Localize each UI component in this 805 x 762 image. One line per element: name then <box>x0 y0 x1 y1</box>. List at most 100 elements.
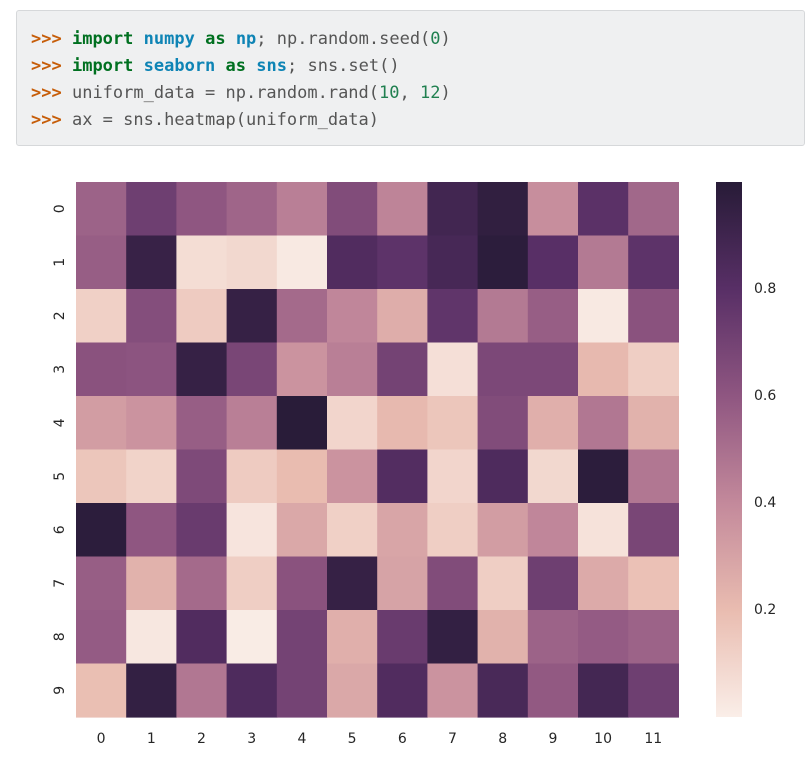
x-tick-label: 3 <box>247 731 256 747</box>
heatmap-cell <box>327 503 378 558</box>
heatmap-cell <box>628 503 679 558</box>
heatmap-cell <box>226 610 278 665</box>
heatmap-cell <box>578 289 629 344</box>
heatmap-cell <box>377 610 428 665</box>
heatmap-cell <box>126 610 177 665</box>
code-token: 10 <box>379 83 400 103</box>
heatmap-cell <box>76 610 127 665</box>
y-tick-label: 8 <box>52 632 68 641</box>
code-token: as <box>205 29 226 49</box>
heatmap-cell <box>578 449 629 504</box>
heatmap-cell <box>628 235 679 290</box>
heatmap-cell <box>276 342 328 397</box>
heatmap-cell <box>527 503 579 558</box>
code-token: ) <box>440 29 451 49</box>
heatmap-cell <box>377 342 428 397</box>
heatmap-cell <box>327 342 378 397</box>
heatmap-cell <box>176 182 228 237</box>
y-tick-label: 7 <box>52 579 68 588</box>
heatmap-cell <box>527 610 579 665</box>
heatmap-cell <box>126 289 177 344</box>
heatmap-cell <box>276 235 328 290</box>
heatmap-cell <box>176 342 228 397</box>
prompt: >>> <box>31 29 62 49</box>
heatmap-cell <box>176 663 228 718</box>
heatmap-cell <box>477 556 529 611</box>
x-tick-label: 0 <box>97 731 106 747</box>
heatmap-cell <box>226 449 278 504</box>
code-line: >>> import seaborn as sns; sns.set() <box>31 53 804 80</box>
heatmap-cell <box>126 503 177 558</box>
x-tick-label: 4 <box>297 731 306 747</box>
heatmap-cell <box>276 663 328 718</box>
heatmap-cell <box>527 182 579 237</box>
y-tick-label: 6 <box>52 525 68 534</box>
heatmap-cell <box>527 449 579 504</box>
code-token <box>246 56 256 76</box>
heatmap-cell <box>477 396 529 451</box>
heatmap-cell <box>176 396 228 451</box>
heatmap-cell <box>126 556 177 611</box>
heatmap-cell <box>76 396 127 451</box>
colorbar-tick-labels: 0.2 0.4 0.6 0.8 <box>754 281 776 618</box>
heatmap-chart: 0 1 2 3 4 5 6 7 8 9 10 11 0 1 2 3 4 5 6 7 8 9 0.2 0.4 0.6 0.8 <box>52 182 776 747</box>
heatmap-cells <box>76 182 679 718</box>
heatmap-cell <box>226 503 278 558</box>
heatmap-cell <box>377 182 428 237</box>
heatmap-cell <box>76 289 127 344</box>
code-token: numpy <box>143 29 195 49</box>
heatmap-cell <box>427 342 479 397</box>
heatmap-cell <box>226 182 278 237</box>
heatmap-cell <box>126 449 177 504</box>
prompt: >>> <box>31 110 62 130</box>
heatmap-cell <box>628 449 679 504</box>
code-token: ; np.random.seed( <box>256 29 431 49</box>
y-tick-label: 2 <box>52 311 68 320</box>
heatmap-cell <box>176 289 228 344</box>
heatmap-cell <box>76 342 127 397</box>
heatmap-cell <box>578 610 629 665</box>
heatmap-cell <box>276 182 328 237</box>
code-line: >>> ax = sns.heatmap(uniform_data) <box>31 107 804 134</box>
x-tick-label: 11 <box>644 731 662 747</box>
heatmap-cell <box>477 235 529 290</box>
code-block: >>> import numpy as np; np.random.seed(0… <box>16 10 805 146</box>
heatmap-cell <box>276 396 328 451</box>
code-token: import <box>71 56 134 76</box>
colorbar-tick-label: 0.2 <box>754 602 776 618</box>
code-token: uniform_data = np.random.rand( <box>71 83 380 103</box>
code-token: 12 <box>419 83 441 103</box>
heatmap-cell <box>427 449 479 504</box>
heatmap-cell <box>578 342 629 397</box>
colorbar-tick-label: 0.8 <box>754 281 776 297</box>
heatmap-cell <box>377 449 428 504</box>
heatmap-cell <box>377 396 428 451</box>
heatmap-cell <box>628 396 679 451</box>
heatmap-cell <box>527 556 579 611</box>
heatmap-cell <box>427 396 479 451</box>
heatmap-cell <box>477 182 529 237</box>
code-token <box>215 56 225 76</box>
heatmap-cell <box>427 556 479 611</box>
heatmap-cell <box>327 449 378 504</box>
heatmap-cell <box>76 503 127 558</box>
colorbar-tick-label: 0.6 <box>754 388 776 404</box>
heatmap-cell <box>477 663 529 718</box>
heatmap-cell <box>176 556 228 611</box>
heatmap-cell <box>427 503 479 558</box>
heatmap-cell <box>578 503 629 558</box>
y-tick-label: 3 <box>52 365 68 374</box>
heatmap-cell <box>327 610 378 665</box>
heatmap-cell <box>327 556 378 611</box>
heatmap-cell <box>427 235 479 290</box>
heatmap-cell <box>76 182 127 237</box>
x-tick-label: 2 <box>197 731 206 747</box>
heatmap-cell <box>276 449 328 504</box>
heatmap-cell <box>477 503 529 558</box>
code-token: np <box>235 29 257 49</box>
heatmap-cell <box>276 503 328 558</box>
y-tick-label: 4 <box>52 418 68 427</box>
heatmap-cell <box>327 663 378 718</box>
heatmap-cell <box>327 396 378 451</box>
heatmap-cell <box>427 182 479 237</box>
